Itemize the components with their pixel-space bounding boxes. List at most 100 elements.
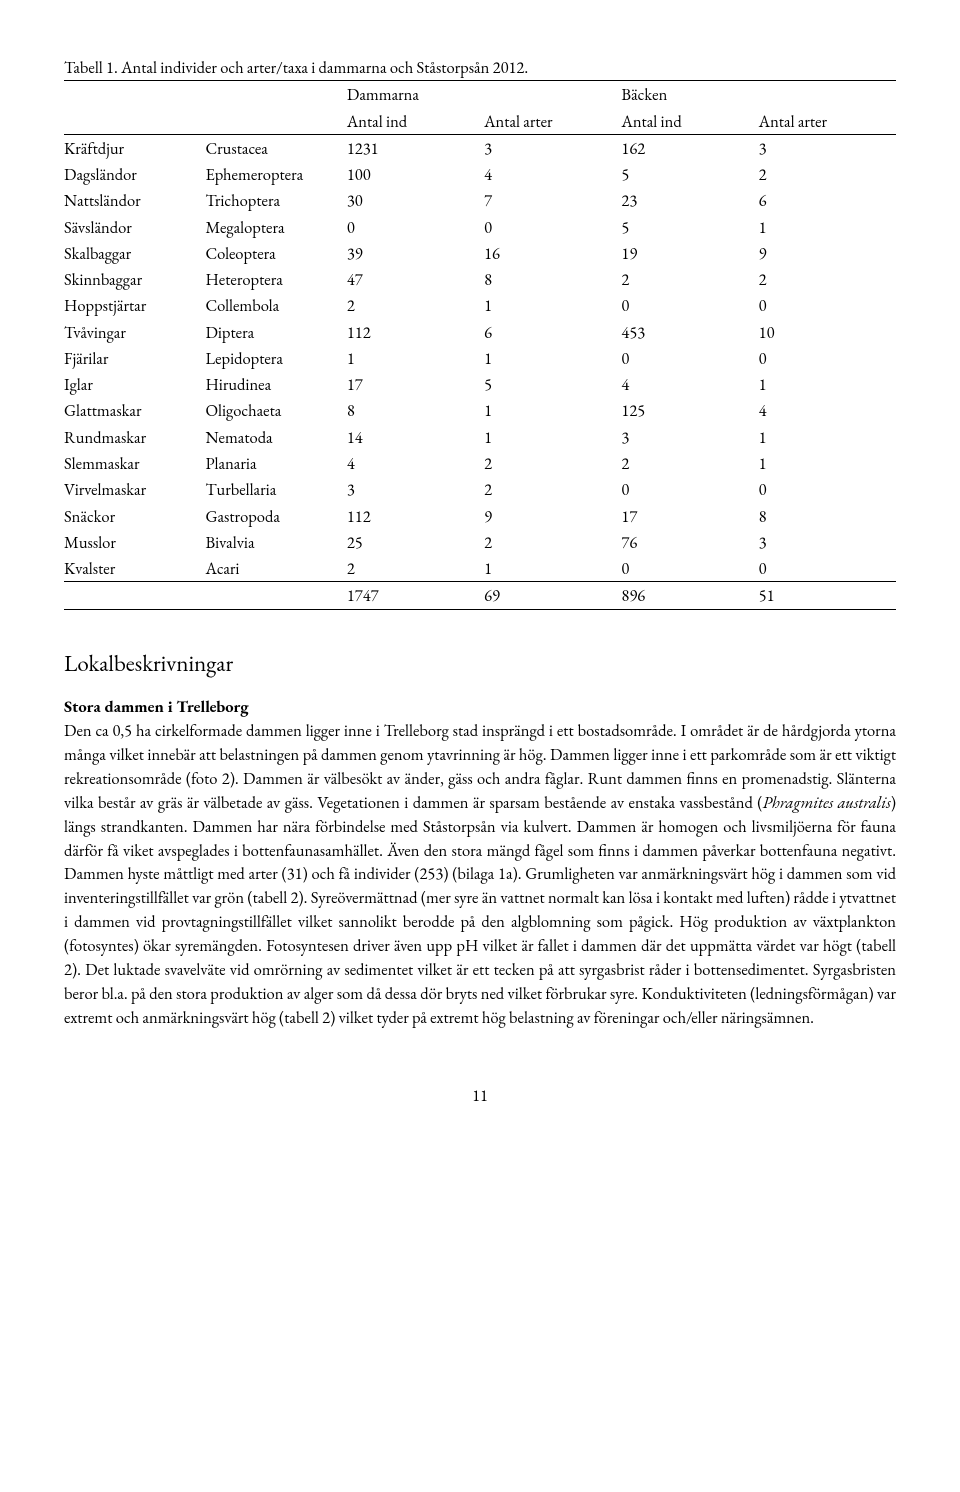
- value-cell: 2: [759, 161, 896, 187]
- value-cell: 0: [759, 345, 896, 371]
- value-cell: 30: [347, 187, 484, 213]
- taxon-cell: Heteroptera: [205, 266, 346, 292]
- group-cell: Dagsländor: [64, 161, 205, 187]
- value-cell: 0: [759, 555, 896, 582]
- taxon-cell: Coleoptera: [205, 240, 346, 266]
- value-cell: 0: [621, 292, 758, 318]
- value-cell: 2: [484, 476, 621, 502]
- taxon-cell: Acari: [205, 555, 346, 582]
- value-cell: 2: [347, 292, 484, 318]
- value-cell: 4: [759, 397, 896, 423]
- table-row: VirvelmaskarTurbellaria3200: [64, 476, 896, 502]
- value-cell: 3: [759, 134, 896, 161]
- body-text: ) längs strandkanten. Dammen har nära fö…: [64, 791, 896, 1028]
- taxon-cell: Nematoda: [205, 424, 346, 450]
- table-row: DagsländorEphemeroptera100452: [64, 161, 896, 187]
- value-cell: 1231: [347, 134, 484, 161]
- table-row: HoppstjärtarCollembola2100: [64, 292, 896, 318]
- group-cell: Tvåvingar: [64, 319, 205, 345]
- value-cell: 25: [347, 529, 484, 555]
- group-cell: Snäckor: [64, 503, 205, 529]
- value-cell: 453: [621, 319, 758, 345]
- table-row: SnäckorGastropoda1129178: [64, 503, 896, 529]
- table-row: SkinnbaggarHeteroptera47822: [64, 266, 896, 292]
- subheader: Antal arter: [484, 108, 621, 135]
- value-cell: 8: [484, 266, 621, 292]
- value-cell: 112: [347, 503, 484, 529]
- value-cell: 8: [759, 503, 896, 529]
- group-cell: Kvalster: [64, 555, 205, 582]
- value-cell: 0: [621, 555, 758, 582]
- value-cell: 2: [759, 266, 896, 292]
- subheader: Antal ind: [347, 108, 484, 135]
- value-cell: 6: [484, 319, 621, 345]
- table-row: IglarHirudinea17541: [64, 371, 896, 397]
- group-cell: Skinnbaggar: [64, 266, 205, 292]
- species-table: Dammarna Bäcken Antal ind Antal arter An…: [64, 80, 896, 609]
- value-cell: 1: [759, 371, 896, 397]
- value-cell: 47: [347, 266, 484, 292]
- subheader: Antal arter: [759, 108, 896, 135]
- group-cell: Skalbaggar: [64, 240, 205, 266]
- value-cell: 1: [484, 345, 621, 371]
- table-row: KräftdjurCrustacea123131623: [64, 134, 896, 161]
- value-cell: 5: [621, 161, 758, 187]
- total-cell: 69: [484, 582, 621, 609]
- group-header-dammarna: Dammarna: [347, 81, 622, 108]
- taxon-cell: Oligochaeta: [205, 397, 346, 423]
- value-cell: 3: [347, 476, 484, 502]
- value-cell: 4: [347, 450, 484, 476]
- table-row: NattsländorTrichoptera307236: [64, 187, 896, 213]
- value-cell: 1: [484, 397, 621, 423]
- value-cell: 1: [347, 345, 484, 371]
- value-cell: 4: [621, 371, 758, 397]
- value-cell: 125: [621, 397, 758, 423]
- value-cell: 0: [484, 214, 621, 240]
- value-cell: 2: [621, 266, 758, 292]
- value-cell: 0: [759, 476, 896, 502]
- table-row: SkalbaggarColeoptera3916199: [64, 240, 896, 266]
- value-cell: 5: [621, 214, 758, 240]
- table-row: TvåvingarDiptera112645310: [64, 319, 896, 345]
- value-cell: 0: [759, 292, 896, 318]
- taxon-cell: Hirudinea: [205, 371, 346, 397]
- body-paragraph: Den ca 0,5 ha cirkelformade dammen ligge…: [64, 719, 896, 1030]
- value-cell: 3: [759, 529, 896, 555]
- taxon-cell: Bivalvia: [205, 529, 346, 555]
- value-cell: 112: [347, 319, 484, 345]
- body-italic: Phragmites australis: [762, 791, 890, 813]
- value-cell: 0: [621, 345, 758, 371]
- taxon-cell: Turbellaria: [205, 476, 346, 502]
- taxon-cell: Planaria: [205, 450, 346, 476]
- table-row: KvalsterAcari2100: [64, 555, 896, 582]
- group-cell: Kräftdjur: [64, 134, 205, 161]
- value-cell: 1: [484, 555, 621, 582]
- value-cell: 1: [759, 424, 896, 450]
- table-row: FjärilarLepidoptera1100: [64, 345, 896, 371]
- group-cell: Fjärilar: [64, 345, 205, 371]
- taxon-cell: Lepidoptera: [205, 345, 346, 371]
- value-cell: 9: [484, 503, 621, 529]
- group-cell: Sävsländor: [64, 214, 205, 240]
- value-cell: 14: [347, 424, 484, 450]
- value-cell: 1: [759, 450, 896, 476]
- value-cell: 39: [347, 240, 484, 266]
- value-cell: 2: [621, 450, 758, 476]
- value-cell: 0: [621, 476, 758, 502]
- group-cell: Musslor: [64, 529, 205, 555]
- value-cell: 6: [759, 187, 896, 213]
- group-cell: Virvelmaskar: [64, 476, 205, 502]
- group-cell: Glattmaskar: [64, 397, 205, 423]
- total-cell: 896: [621, 582, 758, 609]
- taxon-cell: Ephemeroptera: [205, 161, 346, 187]
- taxon-cell: Crustacea: [205, 134, 346, 161]
- value-cell: 23: [621, 187, 758, 213]
- value-cell: 162: [621, 134, 758, 161]
- section-heading: Lokalbeskrivningar: [64, 648, 896, 679]
- taxon-cell: Trichoptera: [205, 187, 346, 213]
- value-cell: 76: [621, 529, 758, 555]
- value-cell: 7: [484, 187, 621, 213]
- total-cell: 1747: [347, 582, 484, 609]
- group-cell: Iglar: [64, 371, 205, 397]
- table-caption: Tabell 1. Antal individer och arter/taxa…: [64, 56, 896, 78]
